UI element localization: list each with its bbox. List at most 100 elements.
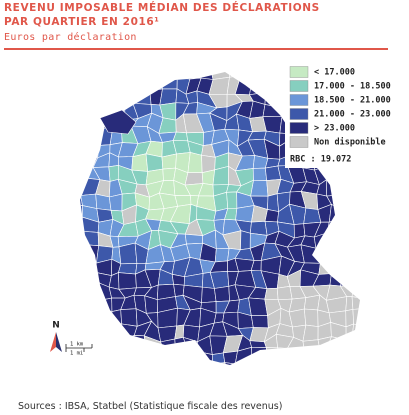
district <box>81 300 98 316</box>
district <box>329 269 348 287</box>
district <box>82 334 101 355</box>
district <box>352 193 360 210</box>
district <box>185 363 205 365</box>
district <box>80 281 86 303</box>
legend-swatch <box>289 108 309 120</box>
district <box>252 167 268 181</box>
divider <box>4 48 388 50</box>
district <box>162 352 177 365</box>
district <box>214 248 230 263</box>
district <box>104 86 126 107</box>
district <box>145 153 164 172</box>
district <box>326 349 341 364</box>
district <box>328 203 346 223</box>
district <box>267 360 282 365</box>
district <box>315 348 331 365</box>
district <box>187 152 203 174</box>
district <box>80 299 86 316</box>
district <box>80 244 100 264</box>
district <box>121 359 136 365</box>
district <box>80 106 88 120</box>
district <box>250 346 268 365</box>
district <box>117 335 137 354</box>
district <box>341 258 355 271</box>
district <box>97 334 112 355</box>
district <box>111 309 122 325</box>
district <box>160 364 179 365</box>
district <box>351 296 360 310</box>
district <box>133 72 151 79</box>
district <box>82 346 101 365</box>
district <box>107 72 125 77</box>
district <box>145 352 165 365</box>
district <box>356 366 368 378</box>
district <box>325 261 347 274</box>
legend-swatch <box>289 122 309 134</box>
district <box>96 74 110 90</box>
district <box>211 352 226 365</box>
district <box>85 88 99 109</box>
district <box>263 76 281 93</box>
district <box>276 285 293 301</box>
district <box>99 350 113 363</box>
district <box>110 339 124 352</box>
district <box>250 315 269 329</box>
district <box>263 72 282 82</box>
district <box>134 359 149 365</box>
district <box>172 140 191 155</box>
district <box>118 242 138 265</box>
district <box>80 243 85 260</box>
district <box>80 216 83 233</box>
district <box>264 287 279 301</box>
source: Sources : IBSA, Statbel (Statistique fis… <box>18 401 283 412</box>
district <box>276 360 292 365</box>
district <box>109 360 127 365</box>
district <box>80 156 85 170</box>
district <box>80 126 86 142</box>
scale-bar: 1 km 1 mi <box>65 342 93 357</box>
district <box>91 311 113 327</box>
district <box>110 321 122 341</box>
district <box>83 139 100 159</box>
district <box>252 72 265 78</box>
district <box>117 323 138 341</box>
legend: < 17.000 17.000 - 18.500 18.500 - 21.000 21… <box>289 66 391 148</box>
scale-mi: 1 mi <box>70 351 83 357</box>
district <box>80 361 86 365</box>
legend-label: > 23.000 <box>314 124 355 134</box>
legend-label: 21.000 - 23.000 <box>314 110 391 120</box>
legend-swatch <box>289 80 309 92</box>
district <box>315 244 329 264</box>
district <box>339 350 360 365</box>
district <box>351 337 360 356</box>
district <box>146 75 163 92</box>
district <box>352 184 360 199</box>
district <box>80 268 83 287</box>
district <box>80 230 82 245</box>
district <box>80 139 86 159</box>
district <box>264 209 279 223</box>
district <box>303 308 319 327</box>
district <box>80 114 98 132</box>
district <box>351 281 360 299</box>
district <box>326 244 346 263</box>
district <box>118 272 137 290</box>
district <box>80 312 85 328</box>
district <box>118 86 137 104</box>
district <box>212 362 231 365</box>
district <box>80 114 82 132</box>
district <box>132 88 152 105</box>
district <box>353 269 360 287</box>
district <box>99 109 137 135</box>
district <box>131 153 149 172</box>
district <box>345 323 355 341</box>
district <box>120 308 138 327</box>
district <box>200 72 214 80</box>
district <box>239 72 256 78</box>
district <box>146 72 163 79</box>
legend-summary: RBC : 19.072 <box>290 155 351 165</box>
district <box>96 72 110 82</box>
district <box>250 362 268 365</box>
district <box>326 232 346 250</box>
